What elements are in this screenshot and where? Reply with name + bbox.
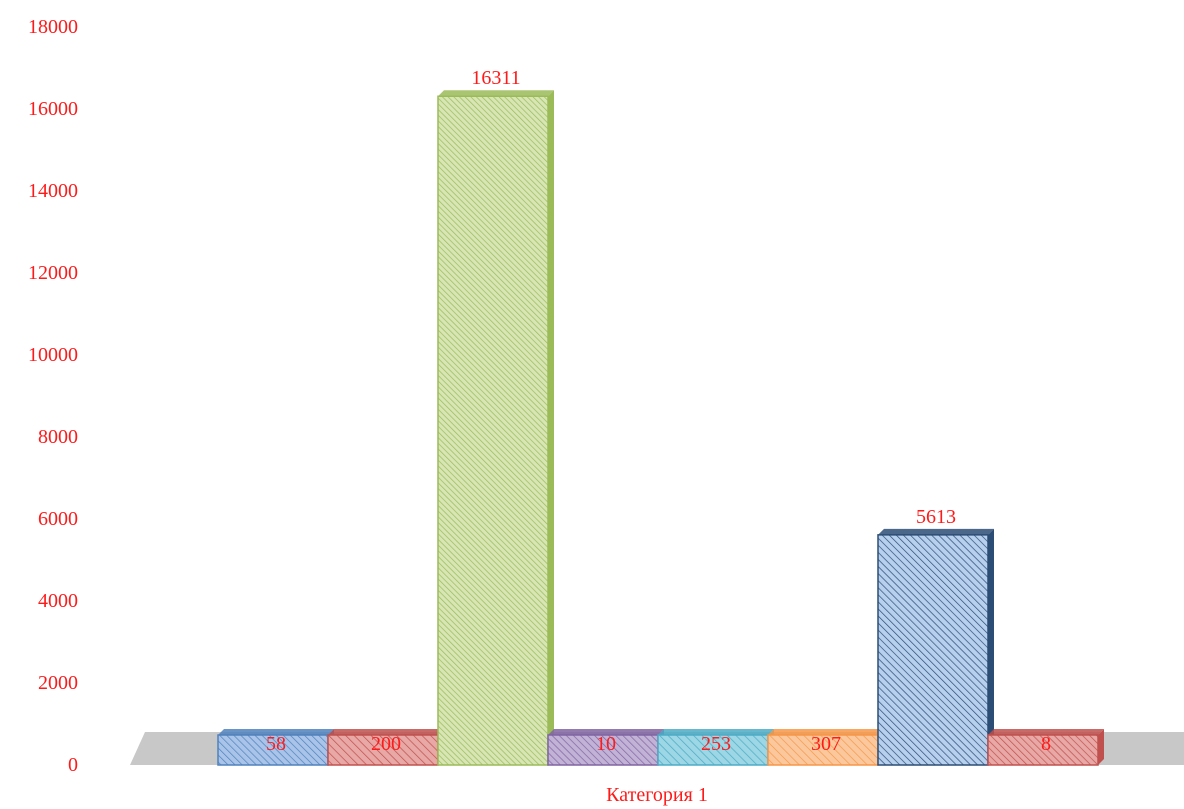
y-tick-label: 18000: [28, 16, 78, 38]
bar: [767, 729, 884, 766]
data-label: 58: [266, 733, 286, 755]
bar-top-face: [988, 729, 1104, 735]
bar-side-face: [988, 528, 994, 765]
data-label: 5613: [916, 506, 956, 528]
bar: [987, 729, 1104, 766]
bar: [657, 729, 774, 766]
x-category-label: Категория 1: [606, 784, 708, 806]
data-label: 16311: [471, 67, 520, 89]
y-tick-label: 8000: [38, 426, 78, 448]
bar-top-face: [438, 90, 554, 97]
bar-top-face: [328, 729, 444, 735]
data-labels: 58 200 16311 10 253 307 5613 8: [266, 67, 1051, 755]
y-tick-label: 4000: [38, 590, 78, 612]
bar-front-face: [547, 734, 659, 766]
bar-front-face: [657, 734, 769, 766]
y-axis-ticks: 0 2000 4000 6000 8000 10000 12000 14000 16000 180…: [28, 16, 78, 776]
bar-top-face: [878, 528, 994, 535]
y-tick-label: 16000: [28, 98, 78, 120]
bar-front-face: [327, 734, 439, 766]
x-axis-labels: Категория 1: [606, 784, 708, 806]
bar-front-face: [987, 734, 1099, 766]
y-tick-label: 0: [68, 754, 78, 776]
bar-front-face: [767, 734, 879, 766]
y-tick-label: 6000: [38, 508, 78, 530]
data-label: 10: [596, 733, 616, 755]
bar-front-face: [877, 534, 989, 766]
bar-top-face: [548, 729, 664, 735]
bar-side-face: [1098, 729, 1104, 765]
y-tick-label: 12000: [28, 262, 78, 284]
bar-side-face: [548, 90, 554, 765]
bar-top-face: [218, 729, 334, 735]
y-tick-label: 14000: [28, 180, 78, 202]
y-tick-label: 10000: [28, 344, 78, 366]
data-label: 8: [1041, 733, 1051, 755]
bar-top-face: [658, 729, 774, 735]
bar: [547, 729, 664, 766]
bars: [217, 90, 1104, 766]
y-tick-label: 2000: [38, 672, 78, 694]
data-label: 253: [701, 733, 731, 755]
bar-top-face: [768, 729, 884, 735]
data-label: 200: [371, 733, 401, 755]
bar-front-face: [437, 95, 549, 766]
data-label: 307: [811, 733, 841, 755]
bar: [437, 90, 554, 766]
bar: [877, 528, 994, 766]
